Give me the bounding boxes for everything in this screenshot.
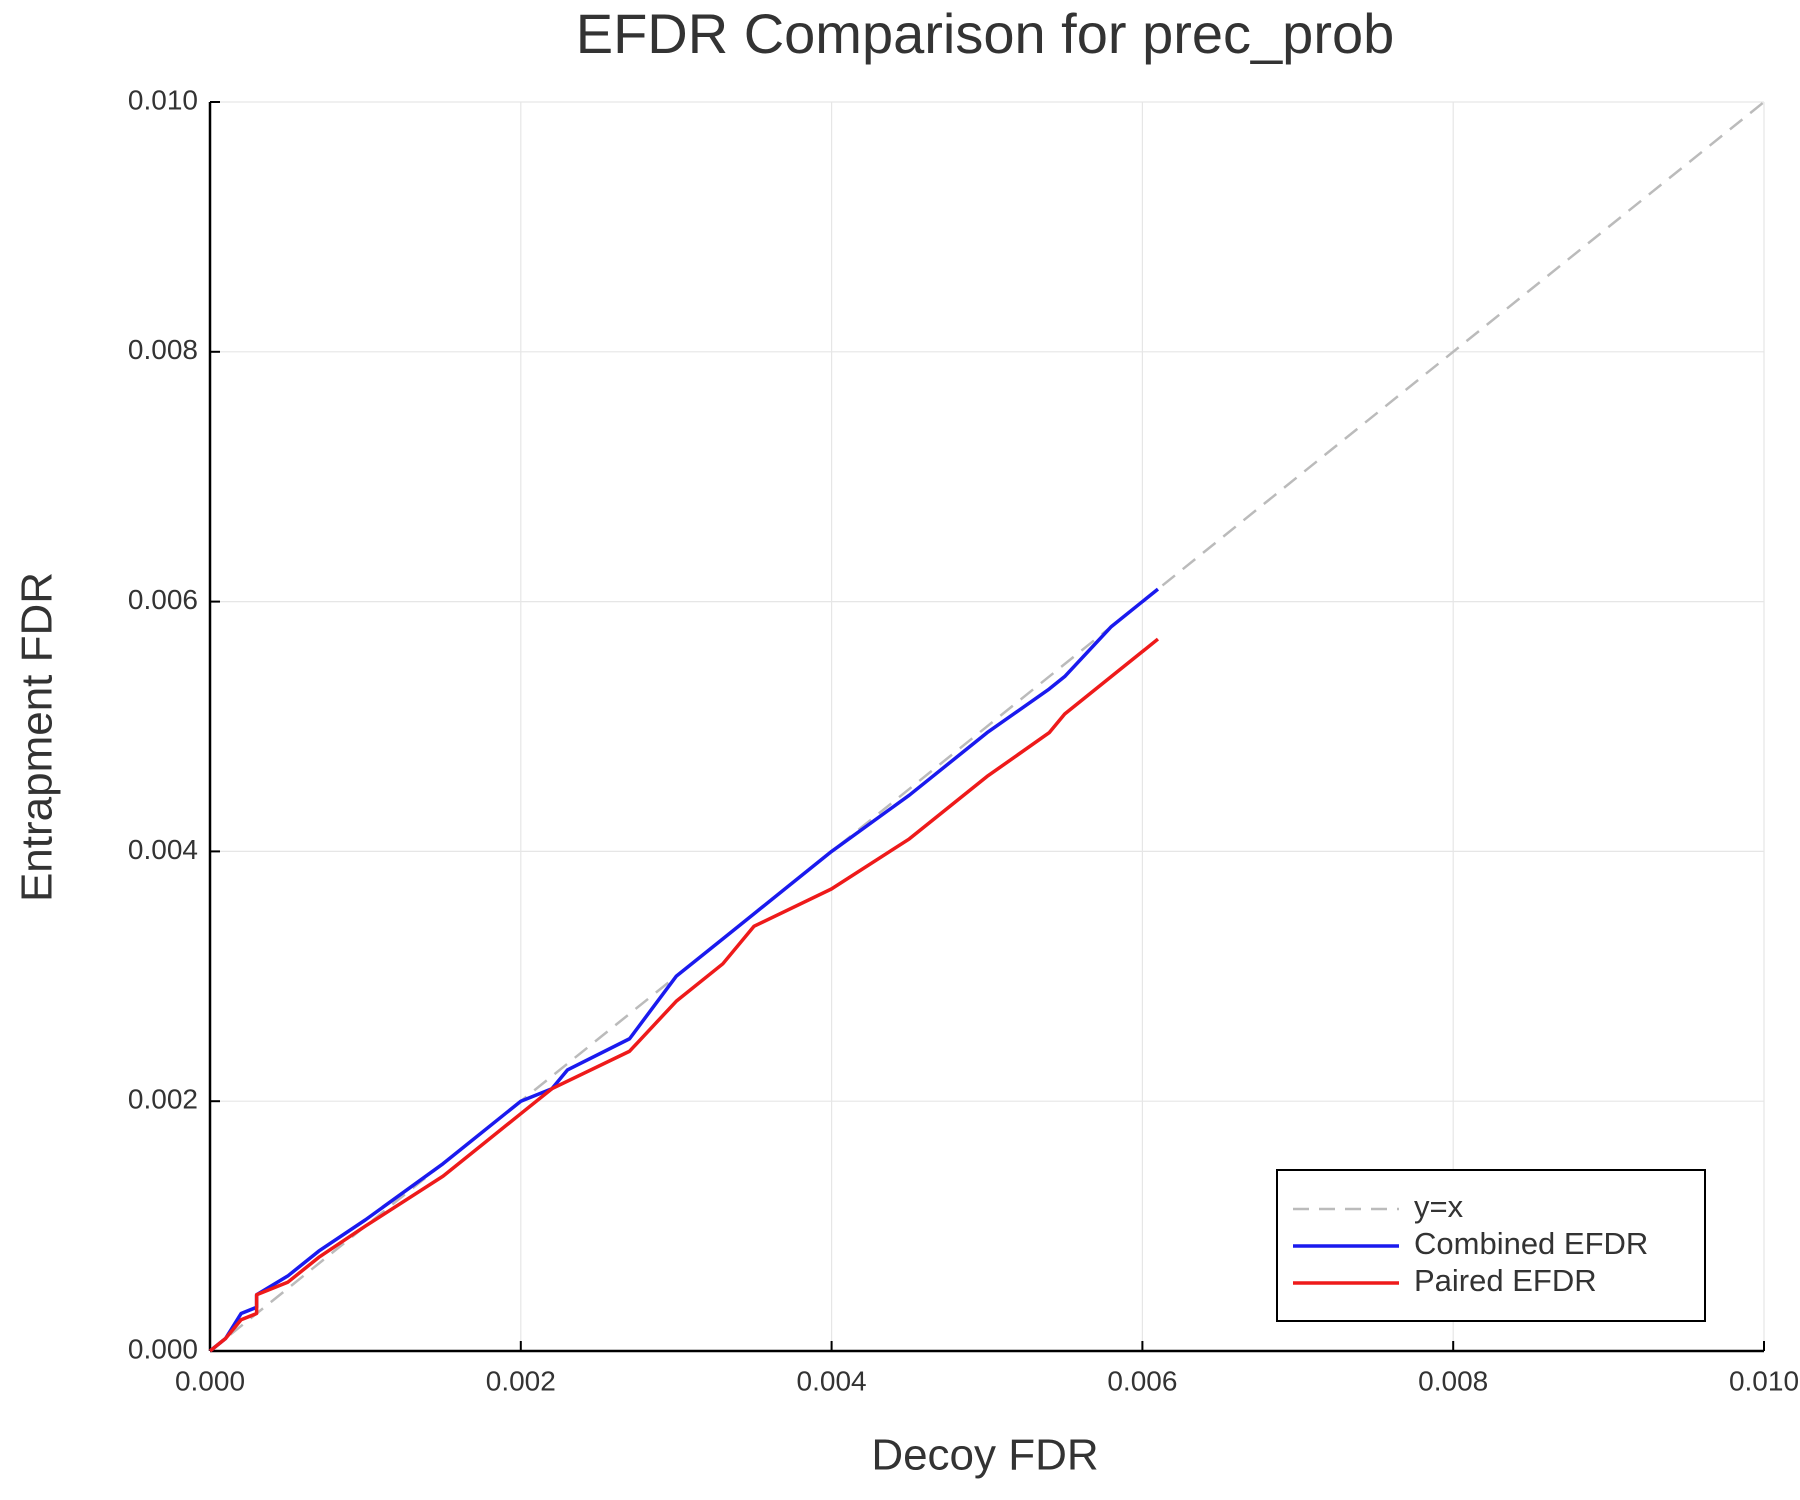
x-tick-label: 0.002	[486, 1365, 556, 1396]
x-tick-label: 0.000	[175, 1365, 245, 1396]
legend-label: Combined EFDR	[1414, 1226, 1648, 1261]
x-tick-label: 0.010	[1729, 1365, 1799, 1396]
legend-label: Paired EFDR	[1414, 1263, 1597, 1298]
y-tick-label: 0.004	[128, 834, 198, 865]
y-tick-label: 0.002	[128, 1084, 198, 1115]
x-axis-label: Decoy FDR	[871, 1431, 1098, 1480]
x-tick-label: 0.006	[1107, 1365, 1177, 1396]
y-axis-label: Entrapment FDR	[13, 572, 62, 902]
chart-title: EFDR Comparison for prec_prob	[576, 2, 1395, 65]
series-line	[209, 101, 1765, 1352]
x-tick-label: 0.008	[1418, 1365, 1488, 1396]
series-line	[208, 637, 1160, 1353]
y-tick-label: 0.000	[128, 1333, 198, 1364]
y-tick-label: 0.008	[128, 334, 198, 365]
y-tick-label: 0.006	[128, 584, 198, 615]
legend-label: y=x	[1414, 1189, 1464, 1224]
y-tick-label: 0.010	[128, 84, 198, 115]
legend-box	[1276, 1169, 1706, 1322]
x-tick-label: 0.004	[797, 1365, 867, 1396]
